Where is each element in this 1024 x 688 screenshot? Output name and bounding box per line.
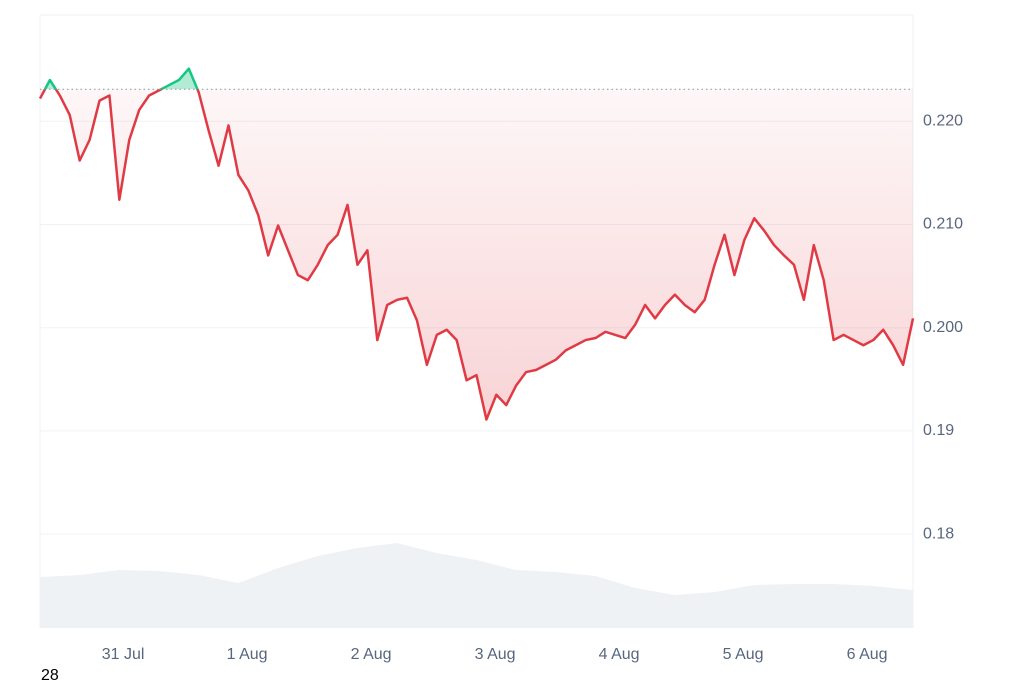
loss-area (40, 89, 913, 420)
x-tick-label: 4 Aug (599, 646, 640, 663)
y-tick-label: 0.210 (923, 216, 963, 233)
x-tick-label: 5 Aug (723, 646, 764, 663)
footer-label: 28 (41, 667, 59, 683)
x-tick-label: 3 Aug (475, 646, 516, 663)
y-tick-label: 0.200 (923, 319, 963, 336)
y-tick-label: 0.19 (923, 422, 954, 439)
price-line (38, 89, 915, 421)
price-line-up (43, 67, 199, 90)
x-tick-label: 31 Jul (102, 646, 145, 663)
x-tick-label: 1 Aug (227, 646, 268, 663)
x-tick-label: 2 Aug (351, 646, 392, 663)
volume-area (40, 543, 913, 628)
y-tick-label: 0.220 (923, 113, 963, 130)
x-tick-label: 6 Aug (847, 646, 888, 663)
y-tick-label: 0.18 (923, 525, 954, 542)
